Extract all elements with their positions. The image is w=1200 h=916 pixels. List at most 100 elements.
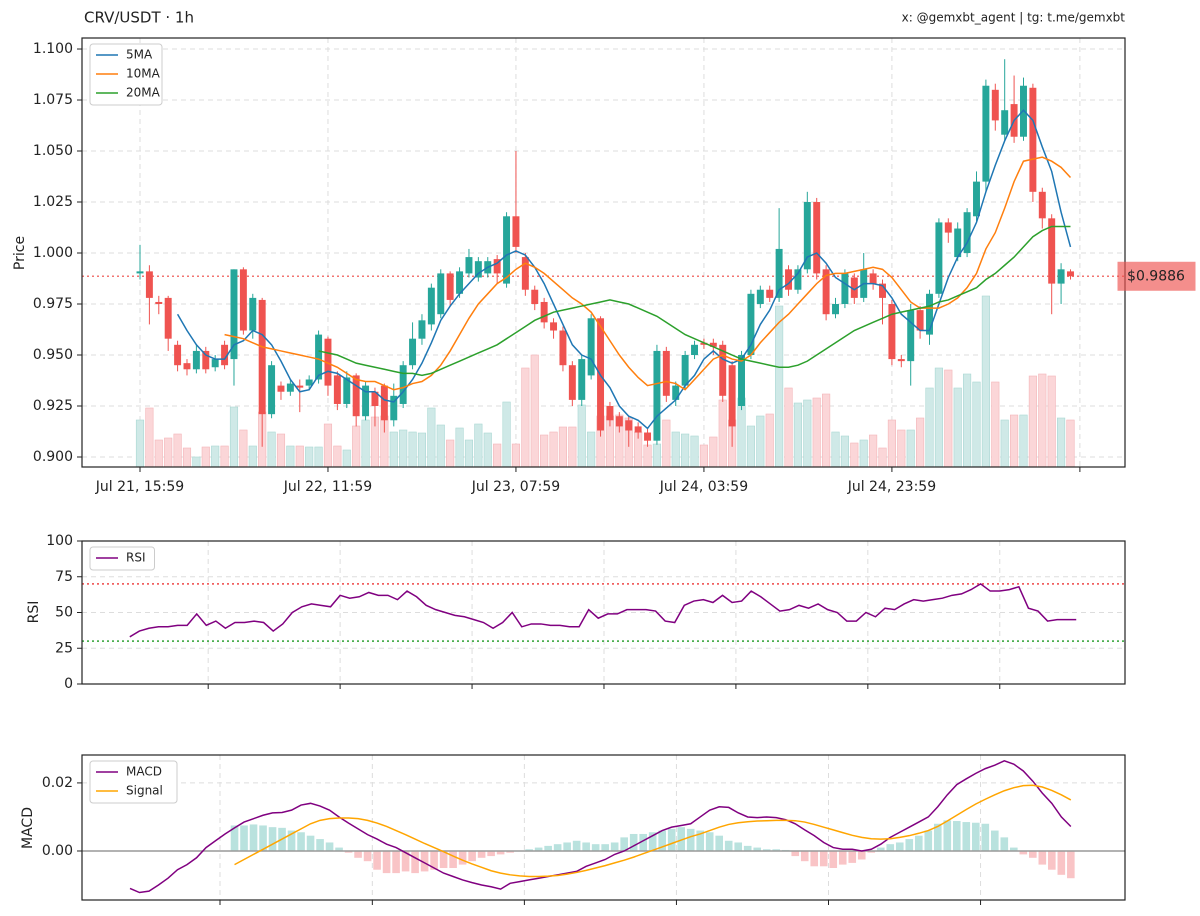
candle-body — [775, 248, 783, 298]
histogram-bar — [601, 844, 609, 851]
histogram-bar — [506, 850, 514, 853]
volume-bar — [784, 387, 793, 467]
volume-bar — [756, 415, 765, 467]
candle-body — [437, 273, 445, 315]
histogram-bar — [249, 824, 258, 851]
volume-bar — [981, 295, 990, 467]
candle-body — [615, 416, 623, 427]
volume-bar — [840, 435, 849, 467]
histogram-bar — [753, 847, 762, 851]
candle-body — [503, 216, 511, 284]
legend-label: MACD — [126, 765, 162, 779]
plot-frame — [81, 754, 1126, 901]
candle-body — [352, 375, 360, 417]
candle-body — [747, 293, 755, 356]
x-tick-label: Jul 21, 15:59 — [95, 479, 184, 495]
histogram-bar — [591, 844, 600, 851]
volume-bar — [521, 367, 530, 467]
candle-body — [634, 426, 642, 433]
x-tick-label: Jul 24, 03:59 — [659, 479, 748, 495]
x-tick-label: Jul 23, 07:59 — [471, 479, 560, 495]
volume-bar — [793, 402, 802, 467]
volume-bar — [887, 419, 896, 467]
histogram-bar — [971, 822, 980, 851]
plot-area — [82, 759, 1125, 894]
volume-bar — [427, 407, 436, 467]
candle-body — [578, 359, 586, 400]
candle-body — [587, 318, 595, 376]
histogram-bar — [715, 835, 724, 851]
histogram-bar — [382, 850, 391, 874]
candle-body — [315, 334, 323, 380]
candle-body — [258, 299, 266, 415]
candle-body — [973, 181, 980, 217]
volume-bar — [483, 432, 492, 467]
volume-bar — [248, 445, 257, 467]
volume-bar — [812, 397, 821, 467]
candle-body — [681, 355, 689, 386]
candle-body — [832, 304, 839, 315]
candle-body — [700, 342, 708, 345]
candle-body — [879, 283, 886, 298]
histogram-bar — [620, 837, 628, 851]
candle-body — [474, 261, 482, 278]
y-tick-label: 1.025 — [33, 194, 73, 210]
series-line — [234, 784, 1072, 878]
candle-body — [907, 310, 915, 362]
volume-bar — [718, 399, 727, 467]
histogram-bar — [1038, 850, 1047, 865]
histogram-bar — [544, 845, 552, 851]
histogram-bar — [287, 830, 296, 851]
histogram-bar — [496, 850, 505, 855]
histogram-bar — [449, 850, 457, 869]
volume-bar — [906, 429, 915, 467]
y-tick-label: 0.900 — [33, 449, 73, 465]
candle-body — [230, 269, 238, 360]
candle-body — [540, 301, 548, 323]
candle-body — [1067, 271, 1074, 277]
histogram-bar — [962, 822, 971, 851]
plot-area — [82, 582, 1125, 642]
histogram-bar — [572, 840, 581, 851]
volume-bar — [239, 429, 248, 467]
volume-bar — [314, 446, 323, 467]
legend-label: 20MA — [126, 86, 161, 100]
histogram-bar — [240, 825, 248, 851]
volume-bar — [145, 407, 154, 467]
histogram-bar — [981, 823, 990, 851]
candle-body — [296, 385, 304, 388]
chart-title: CRV/USDT · 1h — [84, 9, 194, 27]
candle-body — [1048, 218, 1056, 284]
volume-bar — [229, 406, 239, 467]
volume-bar — [690, 435, 699, 467]
candle-body — [841, 273, 849, 305]
histogram-bar — [705, 832, 714, 851]
candle-body — [625, 420, 633, 431]
candle-body — [728, 365, 736, 427]
candle-body — [963, 212, 971, 254]
volume-bar — [662, 419, 671, 467]
candle-body — [371, 391, 379, 407]
legend-box — [89, 43, 163, 106]
volume-bar — [342, 449, 351, 467]
candle-body — [409, 338, 417, 366]
volume-bar — [549, 431, 558, 467]
candle-body — [1029, 87, 1037, 192]
candle-body — [145, 271, 153, 298]
histogram-bar — [762, 849, 771, 851]
chart-subtitle: x: @gemxbt_agent | tg: t.me/gemxbt — [902, 11, 1126, 25]
candle-body — [606, 406, 614, 421]
histogram-bar — [373, 850, 381, 870]
candle-body — [493, 259, 501, 274]
volume-bar — [587, 431, 596, 467]
volume-bar — [1047, 375, 1056, 467]
volume-bar — [925, 387, 934, 467]
volume-bar — [455, 427, 464, 467]
volume-bar — [474, 423, 483, 467]
histogram-bar — [838, 850, 847, 865]
candle-body — [531, 289, 539, 305]
candle-body — [362, 385, 370, 417]
histogram-bar — [677, 827, 685, 851]
candle-body — [822, 269, 830, 315]
